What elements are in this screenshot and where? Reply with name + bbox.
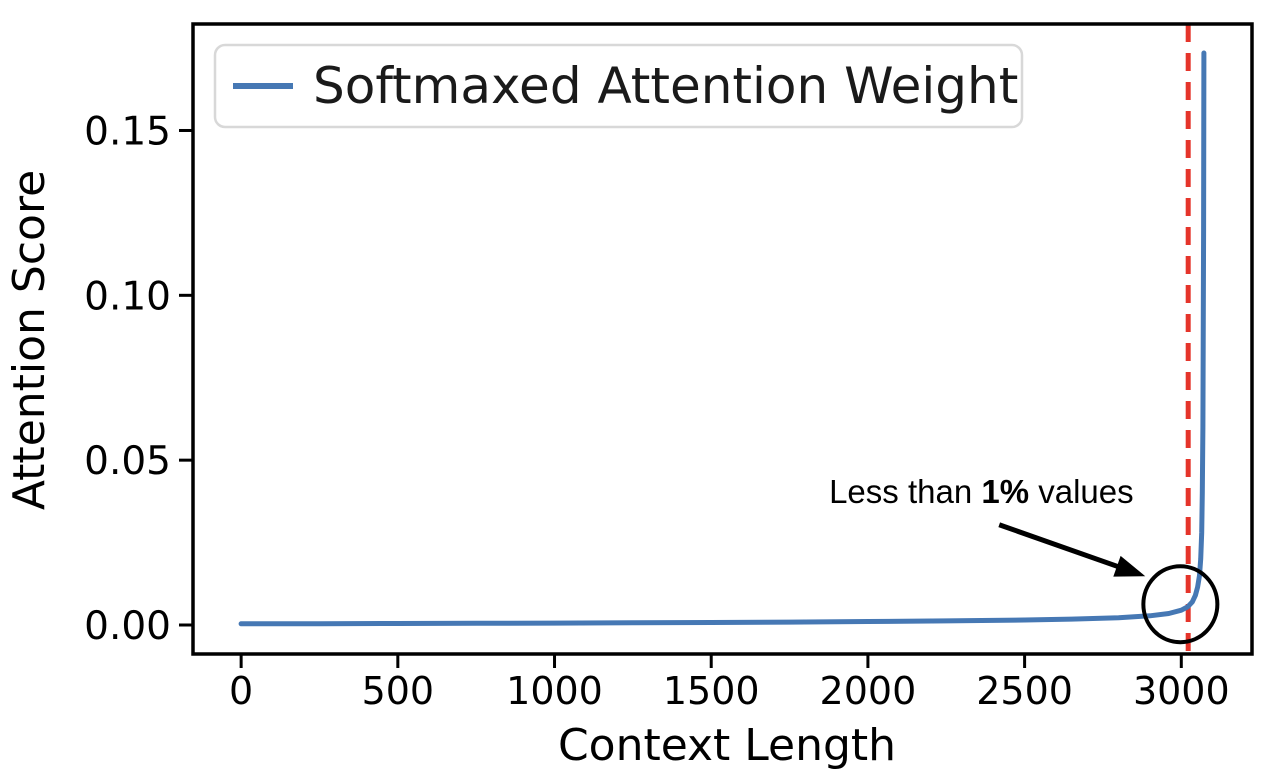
x-axis-label: Context Length [558, 720, 896, 771]
annotation-text-pre: Less than [829, 473, 981, 510]
y-axis-label: Attention Score [4, 170, 55, 510]
x-tick-label: 1000 [506, 669, 603, 713]
x-tick-label: 2500 [976, 669, 1073, 713]
y-tick-label: 0.15 [84, 110, 171, 155]
x-tick-label: 500 [362, 669, 435, 713]
x-tick-label: 3000 [1133, 669, 1230, 713]
arrow-head [1113, 555, 1146, 577]
y-tick-label: 0.05 [84, 439, 171, 484]
legend-box [213, 43, 1024, 129]
legend: Softmaxed Attention Weight [213, 43, 1024, 129]
x-tick-label: 0 [229, 669, 253, 713]
x-tick-label: 1500 [663, 669, 760, 713]
plot-frame [191, 22, 1254, 656]
arrow-shaft [998, 522, 1122, 570]
y-tick-label: 0.10 [84, 274, 171, 319]
legend-label: Softmaxed Attention Weight [313, 57, 1018, 115]
highlight-circle [1141, 564, 1220, 645]
y-axis-ticks: 0.00 0.05 0.10 0.15 [84, 110, 193, 649]
x-axis-ticks: 0 500 1000 1500 2000 2500 3000 [229, 654, 1230, 713]
annotation-arrow [998, 522, 1146, 577]
softmaxed-attention-weight-line [238, 50, 1207, 627]
annotation-text-bold: 1% [981, 473, 1029, 510]
annotation-text-post: values [1029, 473, 1134, 510]
annotation-text: Less than 1% values [829, 473, 1134, 510]
y-tick-label: 0.00 [84, 604, 171, 649]
x-tick-label: 2000 [820, 669, 917, 713]
